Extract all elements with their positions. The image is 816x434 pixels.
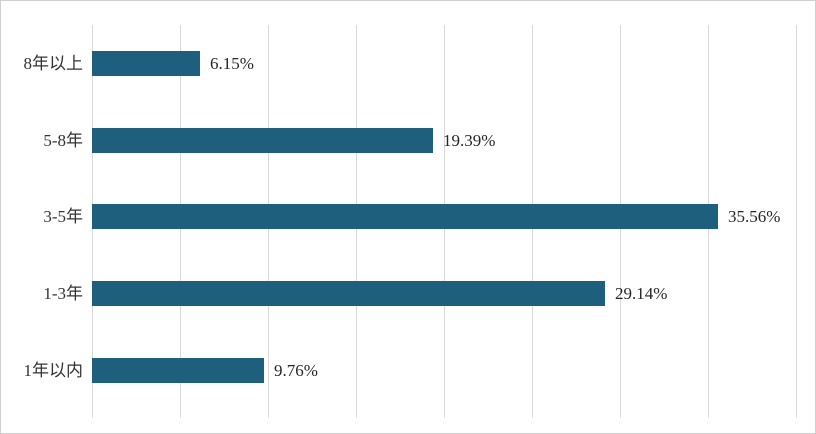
category-label: 8年以上: [23, 54, 84, 73]
bar: [92, 281, 605, 306]
bar: [92, 358, 264, 383]
value-label: 6.15%: [210, 54, 254, 73]
value-label: 19.39%: [443, 131, 496, 150]
category-label: 3-5年: [43, 207, 83, 226]
value-label: 35.56%: [728, 207, 781, 226]
value-label: 29.14%: [615, 284, 668, 303]
bar: [92, 51, 200, 76]
category-label: 5-8年: [43, 131, 83, 150]
category-label: 1-3年: [43, 284, 83, 303]
bar: [92, 204, 718, 229]
category-label: 1年以内: [23, 361, 84, 380]
bar: [92, 128, 433, 153]
value-label: 9.76%: [274, 361, 318, 380]
gridline: [796, 25, 797, 418]
